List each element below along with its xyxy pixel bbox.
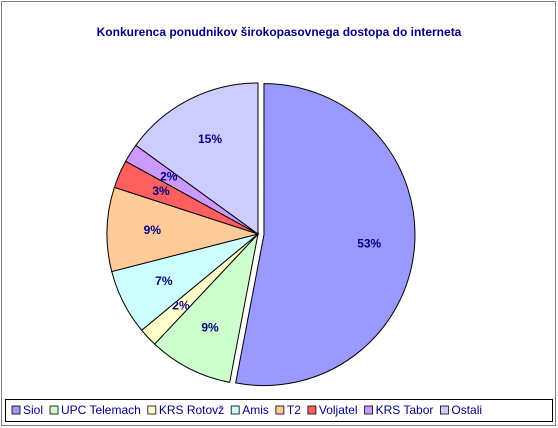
pie-slice [135,82,259,235]
data-label: 9% [144,223,162,237]
legend-swatch [364,405,373,415]
legend-label: KRS Rotovž [159,403,224,417]
legend-label: Siol [23,403,43,417]
legend-swatch [11,405,21,415]
data-label: 9% [201,320,219,334]
pie-slice [153,232,259,383]
data-label: 53% [357,237,381,251]
data-label: 2% [172,299,190,313]
legend-swatch [147,405,157,415]
pie-slice [235,83,416,387]
data-label: 7% [155,274,173,288]
data-label: 3% [152,184,170,198]
legend-label: Ostali [451,403,482,417]
legend-swatch [49,405,59,415]
legend-swatch [275,405,285,415]
data-label: 15% [198,132,222,146]
legend-swatch [439,405,449,415]
pie-slice [106,186,260,273]
legend-label: UPC Telemach [61,403,141,417]
chart-title: Konkurenca ponudnikov širokopasovnega do… [97,25,462,39]
legend-label: KRS Tabor [376,403,434,417]
legend-label: Voljatel [319,403,358,417]
legend-label: T2 [287,403,301,417]
legend-swatch [307,405,317,415]
legend-swatch [230,405,240,415]
legend-label: Amis [242,403,269,417]
